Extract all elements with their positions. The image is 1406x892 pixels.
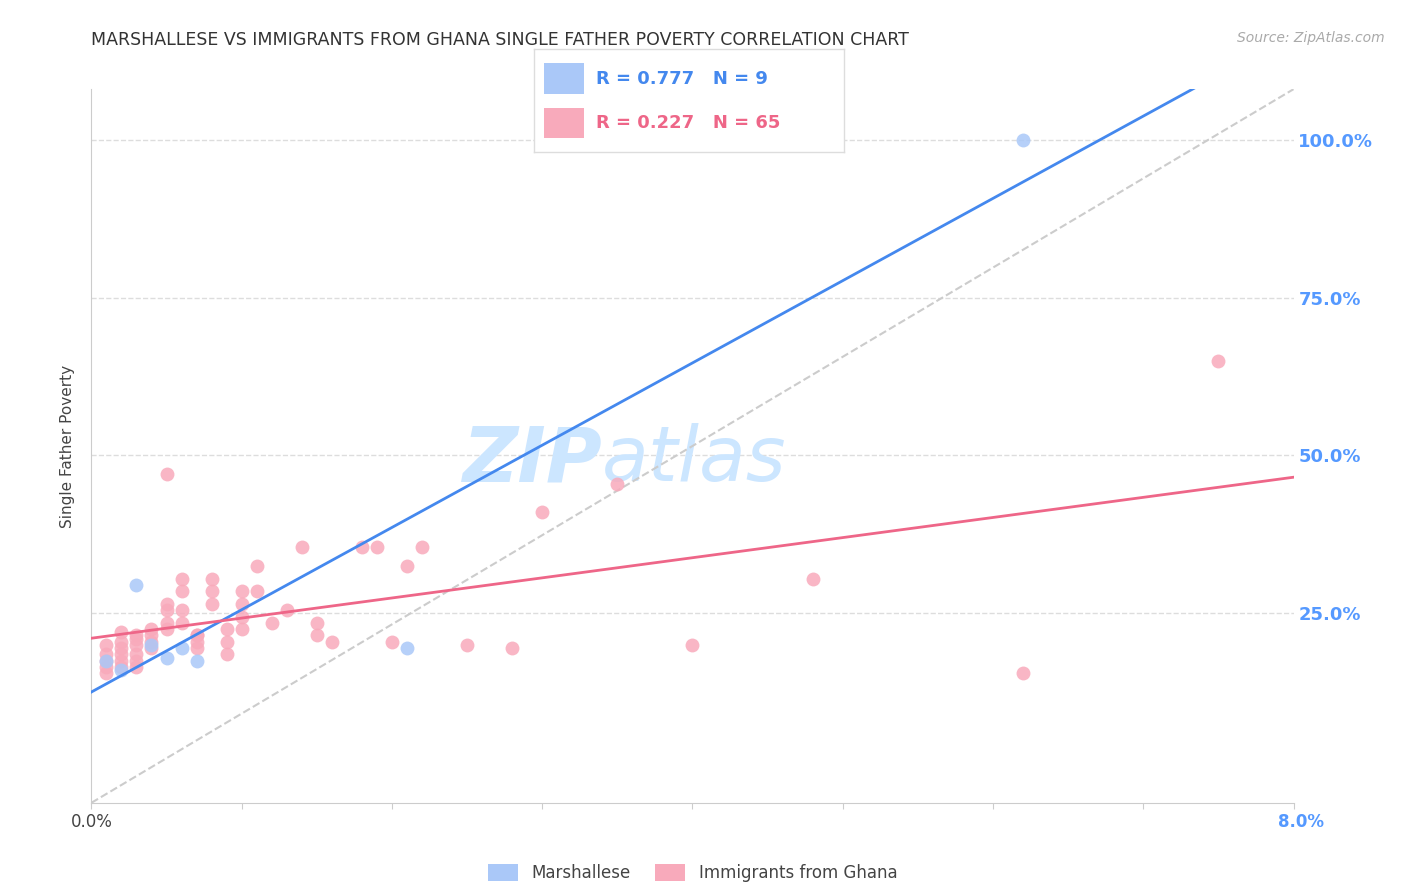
Point xyxy=(141,638,163,652)
Point xyxy=(501,641,523,656)
Point xyxy=(96,666,118,681)
Point xyxy=(215,648,238,662)
Point xyxy=(231,609,253,624)
Point xyxy=(201,597,224,611)
Point xyxy=(125,578,148,592)
Point xyxy=(201,584,224,599)
Point xyxy=(96,660,118,674)
Point xyxy=(305,615,328,630)
Point xyxy=(186,641,208,656)
Point xyxy=(801,572,824,586)
FancyBboxPatch shape xyxy=(544,63,583,95)
Point xyxy=(246,559,269,574)
Point xyxy=(155,467,177,482)
Point xyxy=(260,615,283,630)
Text: Source: ZipAtlas.com: Source: ZipAtlas.com xyxy=(1237,31,1385,45)
Point xyxy=(110,634,132,648)
Point xyxy=(531,505,554,519)
Point xyxy=(231,584,253,599)
Point xyxy=(381,634,404,648)
Text: atlas: atlas xyxy=(602,424,787,497)
Point xyxy=(186,628,208,642)
Point xyxy=(681,638,703,652)
Text: 8.0%: 8.0% xyxy=(1278,814,1323,831)
Point xyxy=(110,660,132,674)
Point xyxy=(125,628,148,642)
Point xyxy=(96,654,118,668)
Point xyxy=(350,540,373,554)
Point xyxy=(155,650,177,665)
Point xyxy=(110,625,132,640)
Point xyxy=(1012,133,1035,147)
Point xyxy=(366,540,388,554)
Point xyxy=(96,638,118,652)
Point xyxy=(125,660,148,674)
FancyBboxPatch shape xyxy=(544,108,583,138)
Point xyxy=(456,638,478,652)
Point xyxy=(276,603,298,617)
Point xyxy=(141,641,163,656)
Point xyxy=(186,628,208,642)
Point xyxy=(170,603,193,617)
Text: ZIP: ZIP xyxy=(463,424,602,497)
Point xyxy=(395,559,418,574)
Text: MARSHALLESE VS IMMIGRANTS FROM GHANA SINGLE FATHER POVERTY CORRELATION CHART: MARSHALLESE VS IMMIGRANTS FROM GHANA SIN… xyxy=(91,31,910,49)
Point xyxy=(125,632,148,646)
Point xyxy=(246,584,269,599)
Point xyxy=(170,584,193,599)
Point xyxy=(321,634,343,648)
Point xyxy=(155,597,177,611)
Point xyxy=(96,654,118,668)
Point xyxy=(291,540,314,554)
Point xyxy=(231,597,253,611)
Point xyxy=(110,648,132,662)
Point xyxy=(170,641,193,656)
Point xyxy=(201,572,224,586)
Point xyxy=(215,634,238,648)
Legend: Marshallese, Immigrants from Ghana: Marshallese, Immigrants from Ghana xyxy=(479,856,905,891)
Point xyxy=(141,634,163,648)
Point xyxy=(110,654,132,668)
Point xyxy=(125,648,148,662)
Y-axis label: Single Father Poverty: Single Father Poverty xyxy=(60,365,76,527)
Point xyxy=(1012,666,1035,681)
Point xyxy=(141,628,163,642)
Point xyxy=(170,572,193,586)
Point xyxy=(96,648,118,662)
Point xyxy=(186,654,208,668)
Point xyxy=(110,663,132,677)
Point xyxy=(170,615,193,630)
Point xyxy=(411,540,433,554)
Point xyxy=(141,622,163,636)
Point xyxy=(110,641,132,656)
Point xyxy=(231,622,253,636)
Point xyxy=(155,615,177,630)
Point xyxy=(305,628,328,642)
Point xyxy=(186,634,208,648)
Text: R = 0.777   N = 9: R = 0.777 N = 9 xyxy=(596,70,768,87)
Point xyxy=(125,638,148,652)
Point xyxy=(395,641,418,656)
Text: R = 0.227   N = 65: R = 0.227 N = 65 xyxy=(596,114,780,132)
Point xyxy=(215,622,238,636)
Point xyxy=(155,622,177,636)
Point xyxy=(155,603,177,617)
Point xyxy=(606,476,628,491)
Point xyxy=(125,654,148,668)
Point xyxy=(1208,353,1230,368)
